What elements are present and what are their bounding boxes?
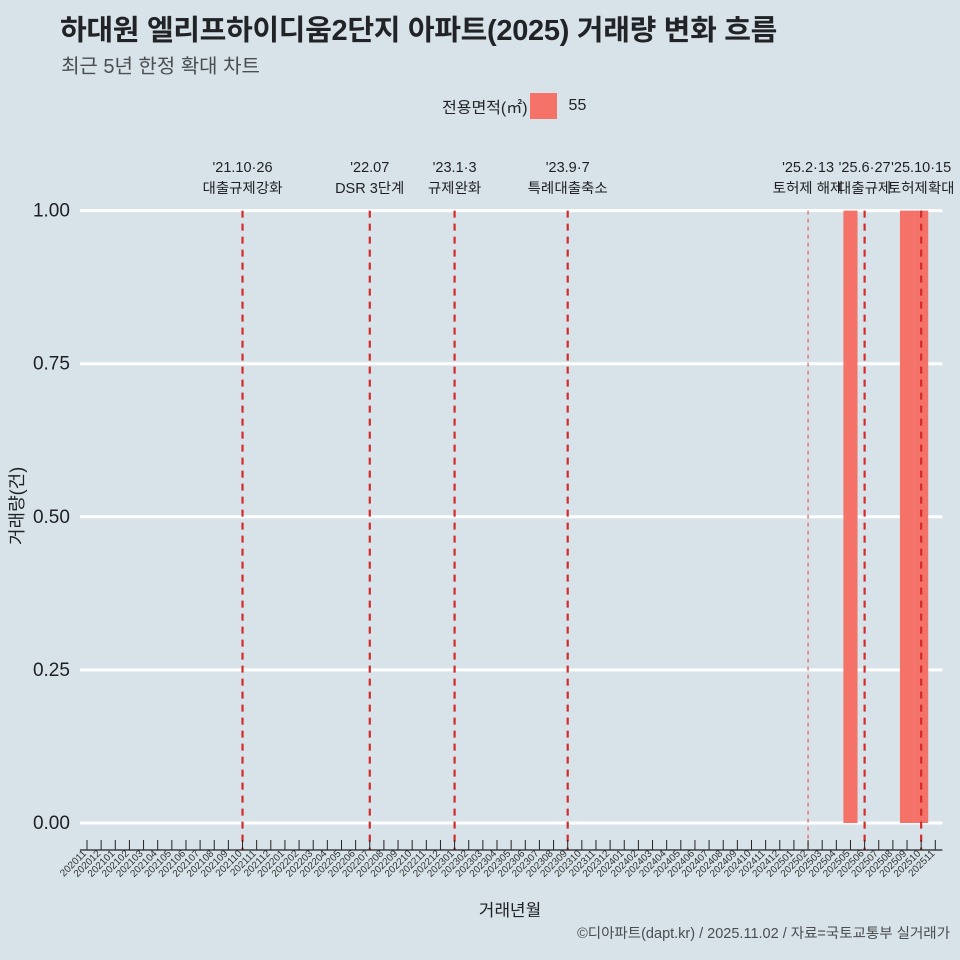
svg-text:대출규제: 대출규제 (838, 181, 891, 197)
svg-text:'23.9·7: '23.9·7 (546, 160, 590, 176)
svg-text:'25.10·15: '25.10·15 (891, 160, 951, 176)
svg-text:0.75: 0.75 (33, 354, 70, 375)
svg-text:0.50: 0.50 (33, 507, 70, 528)
svg-text:DSR 3단계: DSR 3단계 (335, 181, 404, 197)
svg-text:'25.2·13: '25.2·13 (782, 160, 834, 176)
svg-text:0.25: 0.25 (33, 660, 70, 681)
svg-text:0.00: 0.00 (33, 813, 70, 834)
svg-text:'25.6·27: '25.6·27 (839, 160, 891, 176)
svg-text:'23.1·3: '23.1·3 (433, 160, 477, 176)
svg-text:1.00: 1.00 (33, 201, 70, 222)
svg-text:규제완화: 규제완화 (428, 181, 481, 197)
svg-text:'21.10·26: '21.10·26 (213, 160, 273, 176)
svg-text:토허제확대: 토허제확대 (888, 181, 955, 197)
svg-text:대출규제강화: 대출규제강화 (202, 181, 282, 197)
svg-text:특례대출축소: 특례대출축소 (528, 181, 608, 197)
svg-text:'22.07: '22.07 (350, 160, 389, 176)
svg-text:토허제 해제: 토허제 해제 (773, 181, 844, 197)
